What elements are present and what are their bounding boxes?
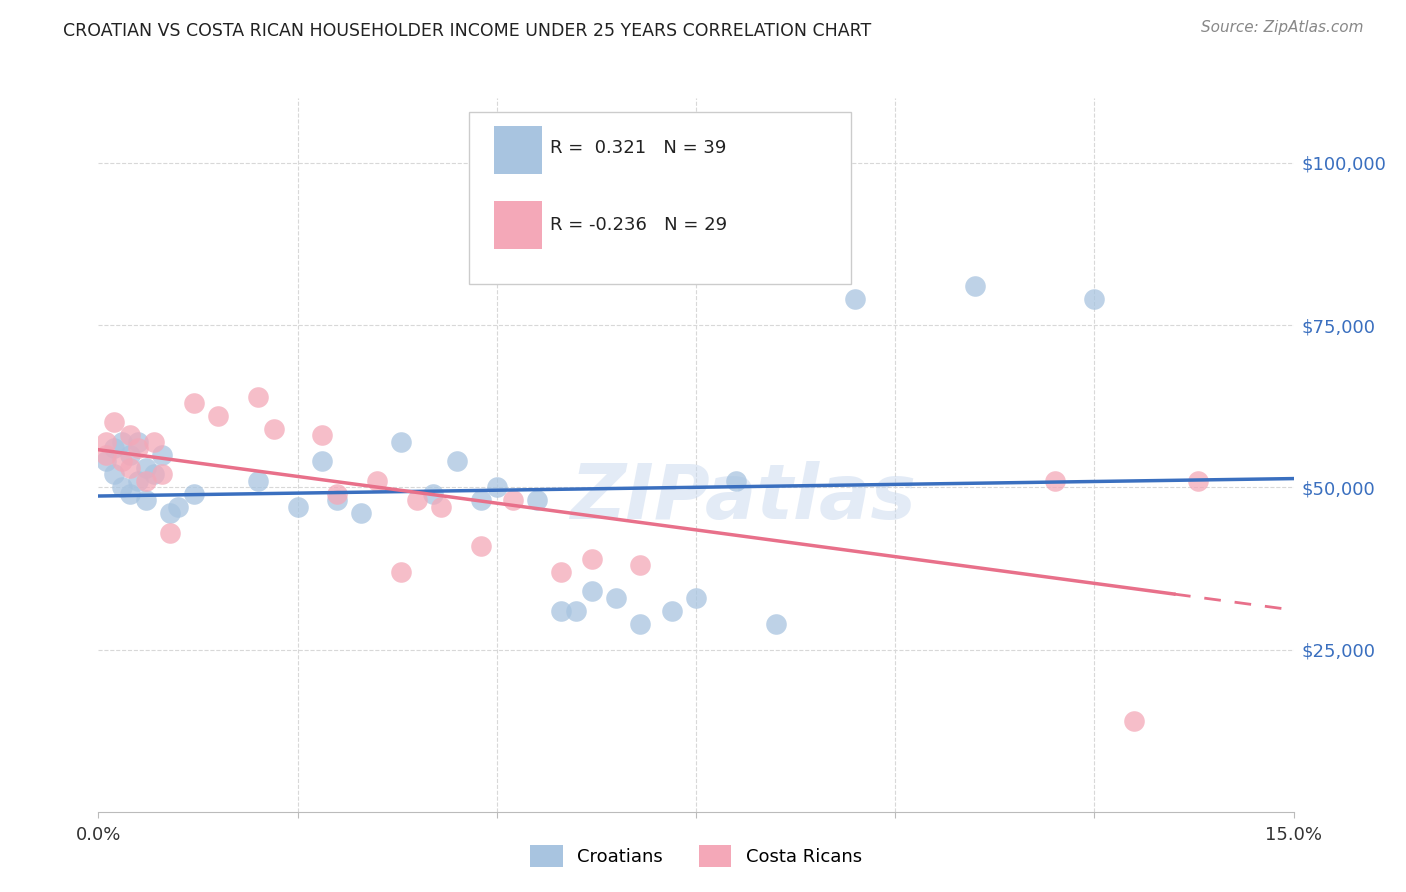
Point bbox=[96, 454, 118, 468]
Point bbox=[526, 493, 548, 508]
Point bbox=[963, 279, 986, 293]
Point bbox=[1083, 292, 1105, 306]
Point bbox=[120, 487, 142, 501]
Point bbox=[207, 409, 229, 423]
Point bbox=[470, 539, 492, 553]
Point bbox=[103, 442, 125, 456]
Point bbox=[550, 565, 572, 579]
Point bbox=[350, 506, 373, 520]
Point bbox=[366, 474, 388, 488]
Point bbox=[470, 493, 492, 508]
FancyBboxPatch shape bbox=[494, 126, 541, 174]
Point bbox=[120, 461, 142, 475]
Point bbox=[127, 434, 149, 449]
Point bbox=[605, 591, 627, 605]
Point bbox=[111, 454, 134, 468]
Point bbox=[581, 551, 603, 566]
Text: R = -0.236   N = 29: R = -0.236 N = 29 bbox=[550, 216, 727, 234]
Point bbox=[1043, 474, 1066, 488]
Point bbox=[150, 448, 173, 462]
Point bbox=[111, 480, 134, 494]
Point bbox=[326, 487, 349, 501]
Point bbox=[183, 396, 205, 410]
FancyBboxPatch shape bbox=[470, 112, 852, 284]
Point bbox=[246, 390, 269, 404]
Text: CROATIAN VS COSTA RICAN HOUSEHOLDER INCOME UNDER 25 YEARS CORRELATION CHART: CROATIAN VS COSTA RICAN HOUSEHOLDER INCO… bbox=[63, 22, 872, 40]
Point bbox=[103, 416, 125, 430]
Point bbox=[406, 493, 429, 508]
Point bbox=[389, 565, 412, 579]
Point bbox=[96, 434, 118, 449]
Text: R =  0.321   N = 39: R = 0.321 N = 39 bbox=[550, 139, 727, 157]
Point bbox=[120, 448, 142, 462]
Point bbox=[628, 616, 651, 631]
Point bbox=[724, 474, 747, 488]
Point bbox=[311, 428, 333, 442]
Point bbox=[485, 480, 508, 494]
Point bbox=[143, 467, 166, 482]
Point bbox=[135, 493, 157, 508]
Point bbox=[326, 493, 349, 508]
Point bbox=[430, 500, 453, 514]
Point bbox=[96, 448, 118, 462]
FancyBboxPatch shape bbox=[494, 201, 541, 249]
Point bbox=[159, 506, 181, 520]
Legend: Croatians, Costa Ricans: Croatians, Costa Ricans bbox=[523, 838, 869, 874]
Point bbox=[765, 616, 787, 631]
Point bbox=[111, 434, 134, 449]
Point bbox=[127, 474, 149, 488]
Point bbox=[143, 434, 166, 449]
Text: Source: ZipAtlas.com: Source: ZipAtlas.com bbox=[1201, 20, 1364, 35]
Point bbox=[628, 558, 651, 573]
Point bbox=[311, 454, 333, 468]
Point bbox=[246, 474, 269, 488]
Point bbox=[287, 500, 309, 514]
Point bbox=[127, 442, 149, 456]
Point bbox=[150, 467, 173, 482]
Point bbox=[120, 428, 142, 442]
Point bbox=[1187, 474, 1209, 488]
Point bbox=[167, 500, 190, 514]
Point bbox=[844, 292, 866, 306]
Point bbox=[183, 487, 205, 501]
Point bbox=[550, 604, 572, 618]
Point bbox=[685, 591, 707, 605]
Point bbox=[422, 487, 444, 501]
Point bbox=[661, 604, 683, 618]
Point bbox=[135, 474, 157, 488]
Point bbox=[159, 525, 181, 540]
Point bbox=[389, 434, 412, 449]
Point bbox=[103, 467, 125, 482]
Point bbox=[263, 422, 285, 436]
Point bbox=[135, 461, 157, 475]
Text: ZIPatlas: ZIPatlas bbox=[571, 461, 917, 534]
Point bbox=[581, 584, 603, 599]
Point bbox=[502, 493, 524, 508]
Point bbox=[565, 604, 588, 618]
Point bbox=[446, 454, 468, 468]
Point bbox=[1123, 714, 1146, 728]
